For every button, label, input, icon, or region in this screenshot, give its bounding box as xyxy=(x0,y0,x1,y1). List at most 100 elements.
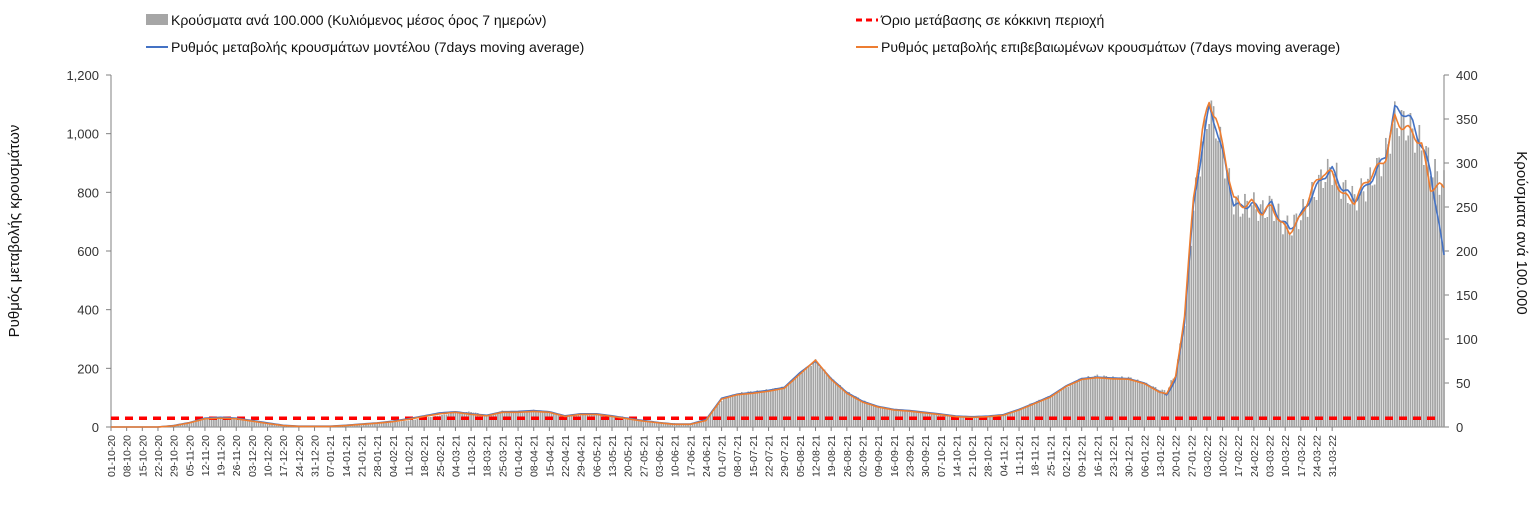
bar xyxy=(586,414,589,428)
bar xyxy=(1398,136,1401,428)
bar xyxy=(414,419,416,428)
bar xyxy=(1402,111,1405,428)
bar xyxy=(774,388,777,428)
bar xyxy=(1425,146,1427,428)
bar xyxy=(843,390,846,428)
x-tick-label: 24-03-22 xyxy=(1312,435,1324,477)
bar xyxy=(1136,379,1139,428)
bar xyxy=(1297,229,1300,428)
bar xyxy=(765,389,768,428)
x-tick-label: 03-12-20 xyxy=(247,435,259,477)
bar xyxy=(879,406,882,428)
bar xyxy=(568,415,571,428)
y-left-tick-label: 1,200 xyxy=(66,68,99,83)
bar xyxy=(787,383,790,428)
bar xyxy=(1121,376,1123,428)
bar xyxy=(1116,378,1119,428)
bar xyxy=(1342,182,1345,428)
bar xyxy=(1194,177,1197,428)
x-tick-label: 17-03-22 xyxy=(1296,435,1308,477)
bar xyxy=(919,412,922,428)
bar xyxy=(407,420,410,428)
x-tick-label: 07-01-21 xyxy=(325,435,337,477)
bar xyxy=(380,423,383,428)
bar xyxy=(1210,100,1213,428)
bar xyxy=(1380,176,1383,428)
x-tick-label: 21-01-21 xyxy=(356,435,368,477)
bar xyxy=(792,379,794,428)
bar xyxy=(1027,405,1029,428)
bar xyxy=(1311,182,1313,428)
bar xyxy=(1277,203,1280,428)
bar xyxy=(1302,199,1304,428)
bar xyxy=(553,413,555,428)
bar xyxy=(1152,386,1155,428)
bar xyxy=(1065,387,1067,428)
bar xyxy=(852,396,855,428)
bar xyxy=(877,407,879,428)
x-tick-label: 17-02-22 xyxy=(1233,435,1245,477)
bar xyxy=(1007,413,1009,428)
bar xyxy=(1429,176,1432,428)
bar xyxy=(1291,235,1293,428)
bar xyxy=(492,413,495,428)
bar xyxy=(1313,196,1316,428)
x-tick-label: 22-07-21 xyxy=(764,435,776,477)
confirmed-rate-line xyxy=(111,101,1445,428)
bar xyxy=(1235,196,1237,428)
x-tick-label: 15-10-20 xyxy=(137,435,149,477)
bar xyxy=(400,421,403,428)
bar xyxy=(872,404,875,428)
bar xyxy=(389,422,392,428)
x-tick-label: 14-01-21 xyxy=(341,435,353,477)
bar xyxy=(785,386,788,428)
bar xyxy=(991,415,993,428)
bar xyxy=(1385,137,1387,428)
bar xyxy=(441,414,443,428)
bar xyxy=(823,369,826,428)
bar xyxy=(1165,393,1168,428)
bar xyxy=(778,388,781,428)
bar xyxy=(1148,385,1150,428)
bar xyxy=(1241,213,1244,428)
bar xyxy=(718,403,721,428)
bar xyxy=(1360,178,1363,428)
bar xyxy=(1344,179,1347,428)
bar xyxy=(430,417,432,428)
bar xyxy=(1188,258,1190,428)
bar xyxy=(526,410,528,428)
bar xyxy=(1338,185,1340,428)
bar xyxy=(1414,152,1416,428)
bar xyxy=(1349,204,1351,428)
bar xyxy=(1268,195,1271,428)
bar xyxy=(1074,382,1076,428)
tick-labels: 0 200 400 600 800 1,000 1,200 0 50 100 150 200 250 30… xyxy=(66,68,1477,477)
bar xyxy=(555,414,557,428)
bar xyxy=(1391,123,1394,428)
bar xyxy=(629,418,631,428)
bar xyxy=(1335,162,1338,428)
bar xyxy=(772,388,774,428)
x-tick-label: 31-03-22 xyxy=(1327,435,1339,477)
legend-bars-swatch xyxy=(146,14,168,25)
bar xyxy=(1219,126,1222,428)
bar xyxy=(1047,396,1049,428)
bar xyxy=(483,414,486,428)
bar xyxy=(861,400,864,428)
bar xyxy=(1042,399,1045,428)
bar xyxy=(743,392,745,428)
bar xyxy=(1362,191,1365,428)
bar xyxy=(1112,376,1114,428)
bar xyxy=(810,365,812,428)
bar xyxy=(1273,221,1275,428)
bar xyxy=(960,416,962,428)
bar xyxy=(1172,378,1175,428)
y-left-tick-label: 600 xyxy=(77,244,99,259)
x-tick-label: 08-04-21 xyxy=(529,435,541,477)
bar xyxy=(1016,410,1018,428)
bar xyxy=(436,415,439,428)
bar xyxy=(1105,376,1108,428)
bar xyxy=(577,414,580,428)
bar xyxy=(1409,113,1412,428)
bar xyxy=(456,412,459,428)
